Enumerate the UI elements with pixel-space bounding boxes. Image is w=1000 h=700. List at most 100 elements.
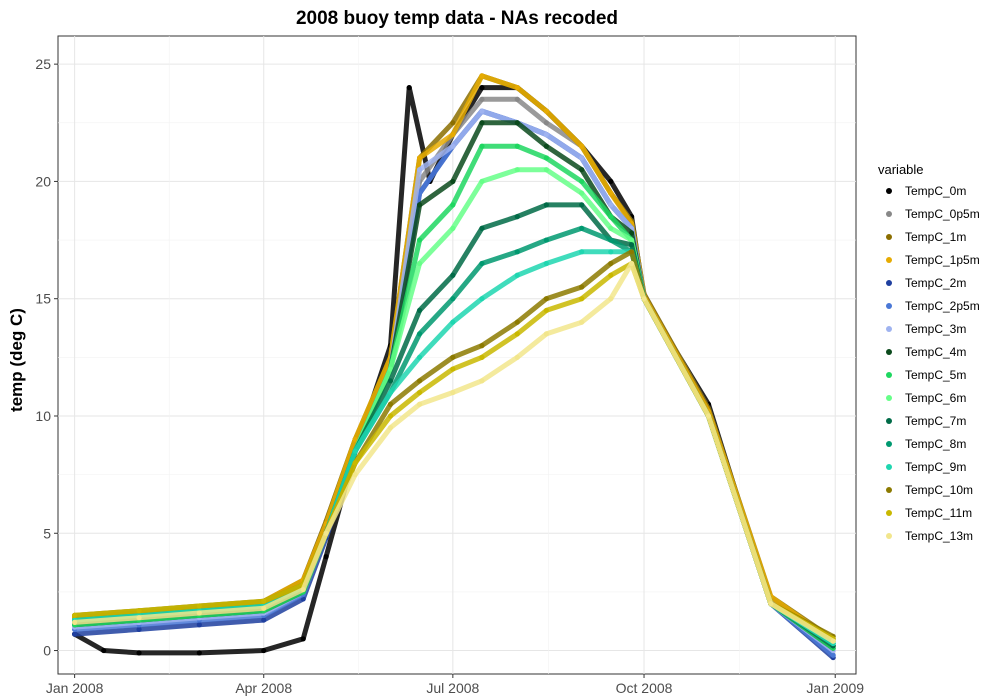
data-point-TempC_1p5m bbox=[352, 436, 358, 443]
data-point-TempC_1p5m bbox=[416, 155, 423, 161]
data-point-TempC_6m bbox=[543, 167, 549, 173]
data-point-TempC_13m bbox=[608, 296, 614, 302]
data-point-TempC_13m bbox=[196, 610, 202, 616]
legend-label-TempC_5m: TempC_5m bbox=[905, 368, 966, 382]
data-point-TempC_13m bbox=[416, 401, 423, 407]
data-point-TempC_0m bbox=[300, 636, 306, 642]
data-point-TempC_8m bbox=[514, 249, 520, 255]
series-line-TempC_13m bbox=[72, 261, 836, 644]
y-tick-label: 10 bbox=[35, 408, 51, 424]
data-point-TempC_3m bbox=[579, 155, 585, 161]
data-point-TempC_0m bbox=[406, 85, 412, 91]
data-point-TempC_11m bbox=[450, 366, 456, 372]
data-point-TempC_11m bbox=[261, 598, 267, 604]
data-point-TempC_8m bbox=[416, 331, 423, 337]
data-point-TempC_10m bbox=[579, 284, 585, 290]
data-point-TempC_0m bbox=[323, 554, 329, 560]
data-point-TempC_6m bbox=[608, 225, 614, 231]
data-point-TempC_8m bbox=[479, 260, 485, 267]
data-point-TempC_9m bbox=[352, 448, 358, 454]
legend-key-TempC_7m bbox=[886, 418, 892, 424]
data-point-TempC_3m bbox=[608, 202, 614, 208]
legend-label-TempC_2p5m: TempC_2p5m bbox=[905, 299, 980, 313]
data-point-TempC_8m bbox=[543, 237, 549, 243]
data-point-TempC_4m bbox=[579, 167, 585, 173]
series-layer bbox=[72, 73, 836, 661]
legend-label-TempC_6m: TempC_6m bbox=[905, 391, 966, 405]
legend-key-TempC_0p5m bbox=[886, 211, 892, 217]
legend-key-TempC_1m bbox=[886, 234, 892, 240]
legend-key-TempC_2m bbox=[886, 280, 892, 286]
legend-label-TempC_0m: TempC_0m bbox=[905, 184, 966, 198]
data-point-TempC_6m bbox=[579, 190, 585, 196]
data-point-TempC_1p5m bbox=[450, 131, 456, 138]
data-point-TempC_9m bbox=[387, 389, 394, 396]
data-point-TempC_11m bbox=[196, 603, 202, 609]
x-tick-label: Apr 2008 bbox=[235, 680, 292, 696]
data-point-TempC_6m bbox=[387, 366, 394, 372]
data-point-TempC_5m bbox=[416, 237, 423, 243]
data-point-TempC_2m bbox=[196, 622, 202, 628]
y-axis-label: temp (deg C) bbox=[7, 308, 26, 412]
data-point-TempC_11m bbox=[387, 413, 394, 419]
data-point-TempC_0p5m bbox=[514, 96, 520, 102]
data-point-TempC_10m bbox=[628, 249, 635, 255]
data-point-TempC_2m bbox=[72, 631, 78, 637]
data-point-TempC_8m bbox=[608, 237, 614, 243]
data-point-TempC_9m bbox=[608, 249, 614, 255]
data-point-TempC_7m bbox=[628, 242, 635, 248]
data-point-TempC_7m bbox=[416, 307, 423, 314]
legend-label-TempC_8m: TempC_8m bbox=[905, 437, 966, 451]
data-point-TempC_3m bbox=[450, 143, 456, 149]
data-point-TempC_6m bbox=[450, 225, 456, 231]
data-point-TempC_13m bbox=[830, 638, 836, 644]
data-point-TempC_13m bbox=[72, 619, 78, 625]
data-point-TempC_11m bbox=[352, 460, 358, 466]
legend-key-TempC_2p5m bbox=[886, 303, 892, 309]
legend-title: variable bbox=[878, 162, 924, 177]
y-tick-label: 25 bbox=[35, 56, 51, 72]
data-point-TempC_0m bbox=[608, 178, 614, 185]
data-point-TempC_9m bbox=[579, 249, 585, 255]
data-point-TempC_1m bbox=[450, 120, 456, 126]
legend-label-TempC_10m: TempC_10m bbox=[905, 483, 973, 497]
data-point-TempC_10m bbox=[514, 319, 520, 325]
data-point-TempC_0m bbox=[101, 647, 107, 654]
data-point-TempC_13m bbox=[543, 331, 549, 337]
data-point-TempC_0m bbox=[136, 650, 142, 656]
data-point-TempC_8m bbox=[579, 225, 585, 231]
legend-key-TempC_13m bbox=[886, 533, 892, 539]
data-point-TempC_1p5m bbox=[543, 108, 549, 114]
x-tick-label: Jan 2008 bbox=[46, 680, 104, 696]
data-point-TempC_2m bbox=[136, 626, 142, 633]
y-tick-label: 20 bbox=[35, 173, 51, 189]
legend-label-TempC_4m: TempC_4m bbox=[905, 345, 966, 359]
data-point-TempC_5m bbox=[543, 155, 549, 161]
data-point-TempC_11m bbox=[608, 272, 614, 278]
data-point-TempC_5m bbox=[608, 214, 614, 220]
data-point-TempC_4m bbox=[479, 120, 485, 126]
data-point-TempC_4m bbox=[450, 178, 456, 185]
data-point-TempC_5m bbox=[514, 143, 520, 149]
data-point-TempC_13m bbox=[387, 425, 394, 431]
data-point-TempC_6m bbox=[514, 167, 520, 173]
data-point-TempC_1p5m bbox=[608, 190, 614, 196]
data-point-TempC_11m bbox=[72, 612, 78, 618]
legend-label-TempC_0p5m: TempC_0p5m bbox=[905, 207, 980, 221]
data-point-TempC_10m bbox=[450, 354, 456, 360]
data-point-TempC_11m bbox=[479, 354, 485, 360]
data-point-TempC_13m bbox=[261, 605, 267, 611]
data-point-TempC_0p5m bbox=[479, 96, 485, 102]
data-point-TempC_13m bbox=[136, 615, 142, 621]
data-point-TempC_11m bbox=[579, 296, 585, 302]
legend-key-TempC_5m bbox=[886, 372, 892, 378]
legend-key-TempC_8m bbox=[886, 441, 892, 447]
data-point-TempC_7m bbox=[579, 202, 585, 208]
data-point-TempC_11m bbox=[543, 307, 549, 314]
legend-label-TempC_7m: TempC_7m bbox=[905, 414, 966, 428]
data-point-TempC_0m bbox=[479, 85, 485, 91]
legend-label-TempC_11m: TempC_11m bbox=[905, 506, 972, 520]
data-point-TempC_9m bbox=[514, 272, 520, 278]
data-point-TempC_13m bbox=[768, 601, 774, 607]
data-point-TempC_7m bbox=[479, 225, 485, 231]
